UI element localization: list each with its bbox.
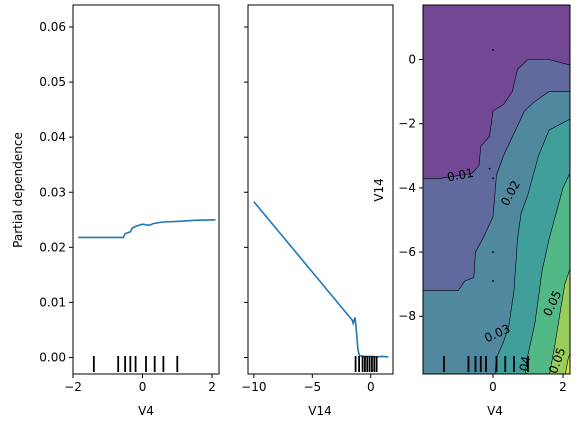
grid-point (492, 251, 494, 253)
panel-v14-frame (247, 4, 394, 375)
pd-line-2 (253, 201, 389, 358)
x-tick-label: −5 (303, 380, 321, 394)
panel-v14: −10 −5 0 V14 (241, 4, 394, 418)
panel-v4-frame (72, 4, 220, 375)
panel-v4-axes: −2 0 2 0.00 0.01 0.02 0.03 0.04 0.05 0.06 (39, 20, 216, 394)
panel-v4: −2 0 2 0.00 0.01 0.02 0.03 0.04 0.05 0.06 V4 Part… (11, 4, 220, 418)
panel-contour-xlabel: V4 (487, 404, 503, 418)
y-tick-label: 0.06 (39, 20, 66, 34)
y-tick-label: −2 (398, 117, 416, 131)
panel-contour-axes: 0 2 0 −2 −4 −6 −8 (398, 53, 567, 394)
panel-contour-ylabel: V14 (372, 178, 386, 201)
y-tick-label: −8 (398, 309, 416, 323)
grid-point (492, 177, 494, 180)
contour-line (524, 172, 570, 374)
grid-point (488, 167, 491, 170)
grid-point (492, 49, 494, 51)
contour-label: 0.01 (446, 166, 475, 184)
y-tick-label: 0.05 (39, 75, 66, 89)
y-tick-label: −4 (398, 181, 416, 195)
panel-v4-xlabel: V4 (138, 404, 154, 418)
y-tick-label: 0.03 (39, 185, 66, 199)
contour-line (549, 267, 570, 374)
panel-v14-axes: −10 −5 0 (241, 26, 375, 394)
x-tick-label: 0 (367, 380, 375, 394)
contour-line (423, 91, 570, 291)
pd-line-1 (78, 219, 216, 239)
panel-v14-plot-area (253, 201, 389, 372)
y-tick-label: −6 (398, 245, 416, 259)
panel-contour: 0.010.020.030.050.050.04 0 20−2−4−6−8 V4 … (372, 4, 571, 418)
x-tick-label: −2 (64, 380, 82, 394)
contour-line (494, 118, 570, 374)
x-tick-label: 2 (208, 380, 216, 394)
x-tick-label: 0 (489, 380, 497, 394)
contour-line (565, 352, 570, 374)
y-tick-label: 0.04 (39, 130, 66, 144)
grid-point (492, 280, 494, 282)
contour-line (423, 59, 570, 179)
panel-v4-plot-area (78, 219, 216, 372)
x-tick-label: 2 (559, 380, 567, 394)
x-tick-label: −10 (241, 380, 266, 394)
y-tick-label: 0.00 (39, 350, 66, 364)
panel-contour-frame (422, 4, 571, 375)
x-tick-label: 0 (139, 380, 147, 394)
y-tick-label: 0.01 (39, 295, 66, 309)
contour-plot-area: 0.010.020.030.050.050.04 (423, 5, 570, 374)
y-tick-label: 0.02 (39, 240, 66, 254)
panel-v4-ylabel: Partial dependence (11, 132, 25, 248)
panel-v14-xlabel: V14 (308, 404, 331, 418)
y-tick-label: 0 (408, 53, 416, 67)
